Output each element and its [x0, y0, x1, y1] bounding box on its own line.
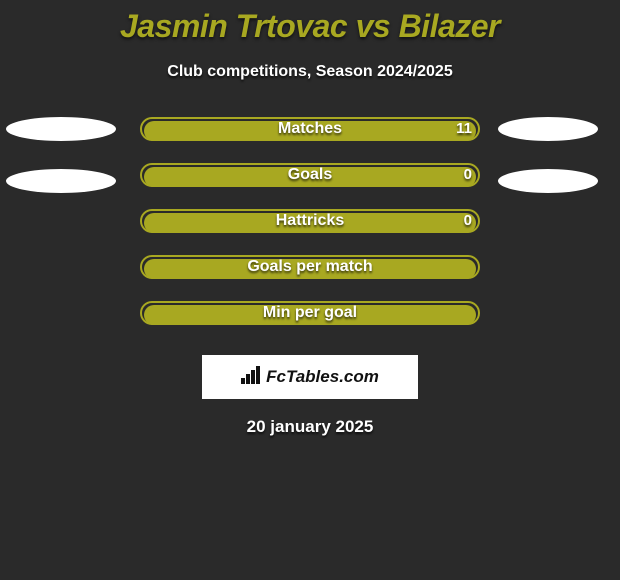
right-ellipse: [498, 169, 598, 193]
infographic-container: Jasmin Trtovac vs Bilazer Club competiti…: [0, 0, 620, 580]
right-ellipse: [498, 117, 598, 141]
page-subtitle: Club competitions, Season 2024/2025: [0, 63, 620, 81]
stat-value: 11: [456, 117, 472, 141]
stat-value: 0: [464, 209, 472, 233]
stat-row: Matches11: [0, 117, 620, 163]
page-title: Jasmin Trtovac vs Bilazer: [0, 0, 620, 45]
left-ellipse: [6, 117, 116, 141]
stat-row: Goals0: [0, 163, 620, 209]
chart-icon: [241, 366, 261, 389]
stat-rows: Matches11Goals0Hattricks0Goals per match…: [0, 117, 620, 347]
stat-row: Goals per match: [0, 255, 620, 301]
stat-row: Min per goal: [0, 301, 620, 347]
stat-label: Hattricks: [140, 209, 480, 233]
left-ellipse: [6, 169, 116, 193]
date-text: 20 january 2025: [0, 417, 620, 437]
stat-label: Goals: [140, 163, 480, 187]
source-logo: FcTables.com: [202, 355, 418, 399]
stat-row: Hattricks0: [0, 209, 620, 255]
stat-label: Min per goal: [140, 301, 480, 325]
stat-value: 0: [464, 163, 472, 187]
stat-label: Goals per match: [140, 255, 480, 279]
logo-text: FcTables.com: [266, 367, 379, 387]
stat-label: Matches: [140, 117, 480, 141]
